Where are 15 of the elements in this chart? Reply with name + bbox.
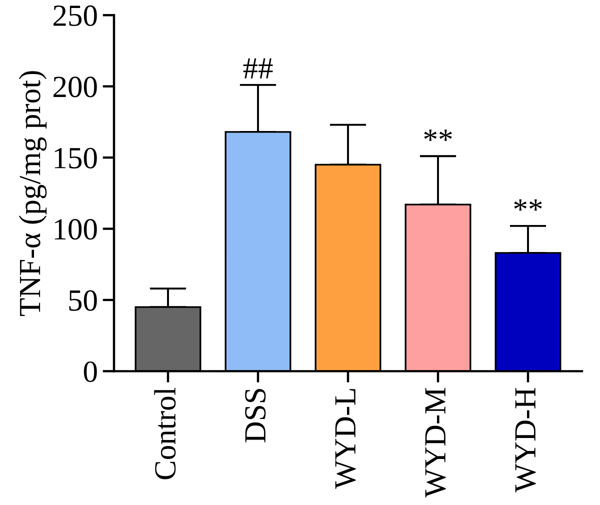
y-tick-label: 50 [69,290,97,311]
y-tick-label: 100 [54,219,97,240]
x-tick-label: DSS [245,389,266,442]
annotation: ## [243,58,273,78]
x-tick-label: WYD-L [335,388,356,489]
y-tick-label: 150 [54,148,97,168]
x-tick-label: WYD-H [515,388,536,492]
annotation: ** [424,130,452,141]
y-axis-title: TNF-α (pg/mg prot) [18,71,47,316]
y-tick-label: 250 [54,5,97,26]
y-tick-label: 0 [84,361,97,382]
x-tick-label: Control [154,388,176,480]
x-tick-label: WYD-M [425,388,446,498]
annotation: ** [514,199,542,211]
y-tick-label: 200 [54,76,97,98]
